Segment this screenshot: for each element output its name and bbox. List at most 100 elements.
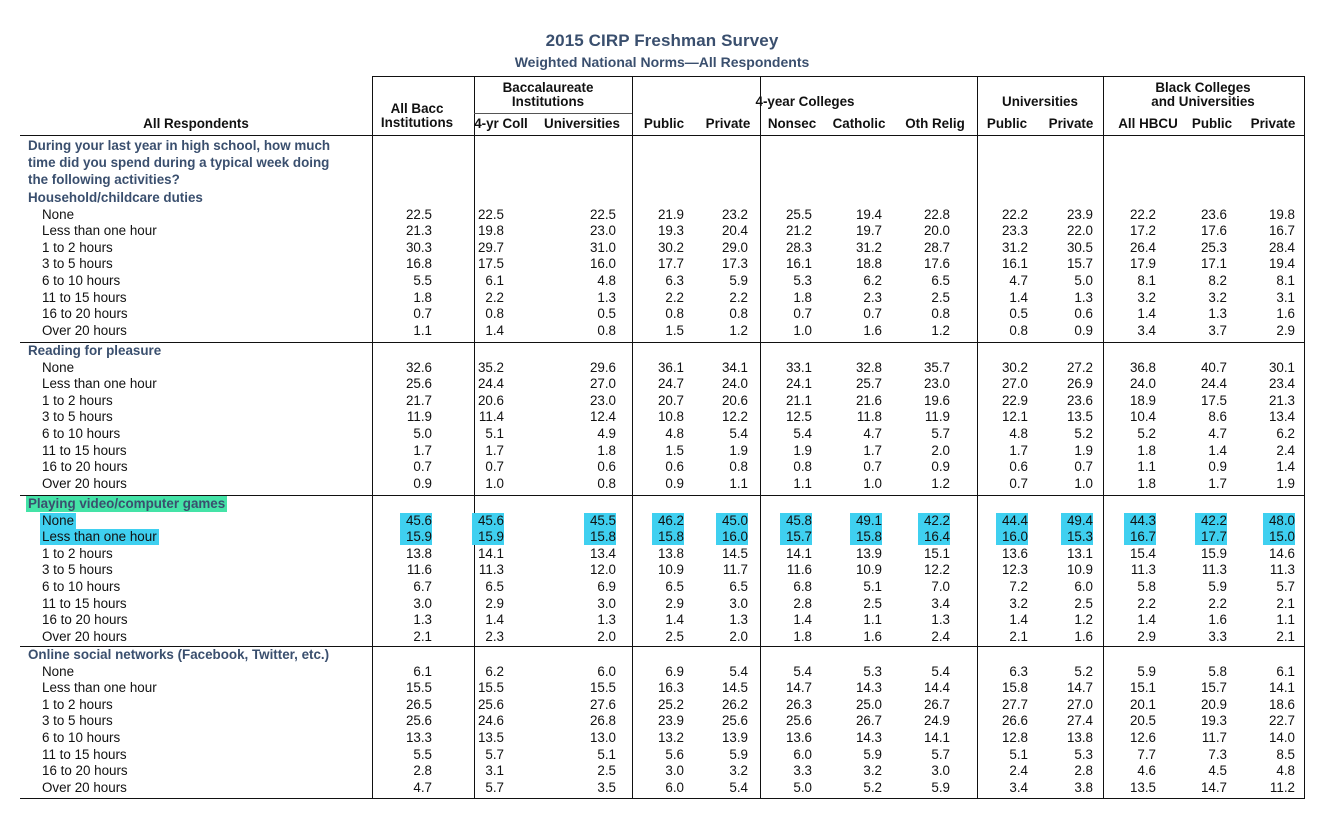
data-cell: 1.9 <box>729 442 748 458</box>
row-label: 16 to 20 hours <box>42 763 128 779</box>
data-cell: 1.8 <box>413 289 432 305</box>
data-cell: 2.8 <box>793 595 812 611</box>
data-cell: 19.4 <box>1268 256 1295 272</box>
data-cell: 29.6 <box>589 359 616 375</box>
data-cell: 20.0 <box>923 223 950 239</box>
data-cell: 13.3 <box>405 729 432 745</box>
data-cell: 6.2 <box>863 272 882 288</box>
data-cell: 6.8 <box>793 578 812 594</box>
data-cell: 14.5 <box>721 545 748 561</box>
data-cell: 17.1 <box>1200 256 1227 272</box>
data-cell: 5.1 <box>863 578 882 594</box>
data-cell: 22.7 <box>1268 713 1295 729</box>
data-cell: 5.0 <box>413 425 432 441</box>
data-cell: 1.4 <box>1137 612 1156 628</box>
row-label: 11 to 15 hours <box>42 442 127 458</box>
column-header: 4-yr Coll <box>474 116 528 131</box>
data-cell: 4.7 <box>413 779 432 795</box>
data-cell: 17.2 <box>1129 223 1156 239</box>
column-header: Private <box>705 116 751 131</box>
data-cell: 10.9 <box>855 562 882 578</box>
data-cell: 3.5 <box>597 779 616 795</box>
data-cell: 2.2 <box>729 289 748 305</box>
data-cell: 3.3 <box>793 763 812 779</box>
data-cell: 30.1 <box>1268 359 1295 375</box>
data-cell: 25.7 <box>855 376 882 392</box>
data-cell: 8.2 <box>1208 272 1227 288</box>
column-header: Nonsec <box>767 116 817 131</box>
section-border <box>20 646 1305 647</box>
data-cell: 27.4 <box>1066 713 1093 729</box>
data-cell: 21.6 <box>855 392 882 408</box>
data-cell: 5.4 <box>729 425 748 441</box>
section-title: Household/childcare duties <box>28 190 203 205</box>
data-cell: 16.3 <box>657 680 684 696</box>
data-cell: 24.7 <box>657 376 684 392</box>
data-cell: 13.8 <box>657 545 684 561</box>
data-cell: 1.4 <box>665 612 684 628</box>
data-cell: 1.4 <box>1208 442 1227 458</box>
data-cell: 5.0 <box>793 779 812 795</box>
data-cell: 2.2 <box>485 289 504 305</box>
data-cell: 11.3 <box>1201 562 1227 578</box>
data-cell: 0.6 <box>665 459 684 475</box>
data-cell: 12.8 <box>1001 729 1028 745</box>
row-label: 6 to 10 hours <box>42 729 121 745</box>
data-cell: 13.5 <box>1066 409 1093 425</box>
data-cell: 44.4 <box>996 512 1028 529</box>
column-header: Oth Relig <box>905 116 965 131</box>
data-cell: 2.0 <box>931 442 950 458</box>
data-cell: 0.8 <box>931 306 950 322</box>
data-cell: 5.3 <box>863 663 882 679</box>
data-cell: 1.8 <box>1137 442 1156 458</box>
data-cell: 14.1 <box>1268 680 1295 696</box>
data-cell: 5.2 <box>1074 663 1093 679</box>
data-cell: 10.8 <box>657 409 684 425</box>
column-border <box>977 76 978 799</box>
data-cell: 0.9 <box>665 475 684 491</box>
column-border <box>632 76 633 799</box>
data-cell: 1.6 <box>863 628 882 644</box>
data-cell: 1.1 <box>793 475 812 491</box>
data-cell: 1.2 <box>931 322 950 338</box>
data-cell: 0.9 <box>1208 459 1227 475</box>
data-cell: 22.5 <box>589 206 616 222</box>
data-cell: 1.6 <box>1074 628 1093 644</box>
data-cell: 8.5 <box>1276 746 1295 762</box>
data-cell: 0.8 <box>793 459 812 475</box>
data-cell: 13.2 <box>657 729 684 745</box>
data-cell: 1.6 <box>1276 306 1295 322</box>
data-cell: 10.4 <box>1129 409 1156 425</box>
data-cell: 12.0 <box>589 562 616 578</box>
data-cell: 23.9 <box>1066 206 1093 222</box>
data-cell: 1.9 <box>1074 442 1093 458</box>
data-cell: 21.1 <box>785 392 812 408</box>
data-cell: 1.3 <box>597 289 616 305</box>
data-cell: 0.5 <box>597 306 616 322</box>
data-cell: 19.7 <box>855 223 882 239</box>
data-cell: 1.4 <box>1009 612 1028 628</box>
data-cell: 1.1 <box>729 475 748 491</box>
row-label: 11 to 15 hours <box>42 746 127 762</box>
data-cell: 6.0 <box>793 746 812 762</box>
data-cell: 15.9 <box>400 529 432 546</box>
data-cell: 5.1 <box>597 746 616 762</box>
data-cell: 2.1 <box>1276 628 1295 644</box>
column-border <box>1304 76 1305 799</box>
data-cell: 13.9 <box>721 729 748 745</box>
data-cell: 26.9 <box>1066 376 1093 392</box>
data-cell: 14.3 <box>855 680 882 696</box>
data-cell: 3.1 <box>485 763 504 779</box>
data-cell: 0.5 <box>1009 306 1028 322</box>
data-cell: 1.7 <box>1208 475 1227 491</box>
data-cell: 5.7 <box>931 746 950 762</box>
data-cell: 1.0 <box>793 322 812 338</box>
data-cell: 5.2 <box>863 779 882 795</box>
data-cell: 6.1 <box>413 663 432 679</box>
data-cell: 8.6 <box>1208 409 1227 425</box>
data-cell: 4.7 <box>863 425 882 441</box>
data-cell: 20.5 <box>1129 713 1156 729</box>
data-cell: 19.3 <box>1200 713 1227 729</box>
data-cell: 14.5 <box>721 680 748 696</box>
data-cell: 5.3 <box>793 272 812 288</box>
